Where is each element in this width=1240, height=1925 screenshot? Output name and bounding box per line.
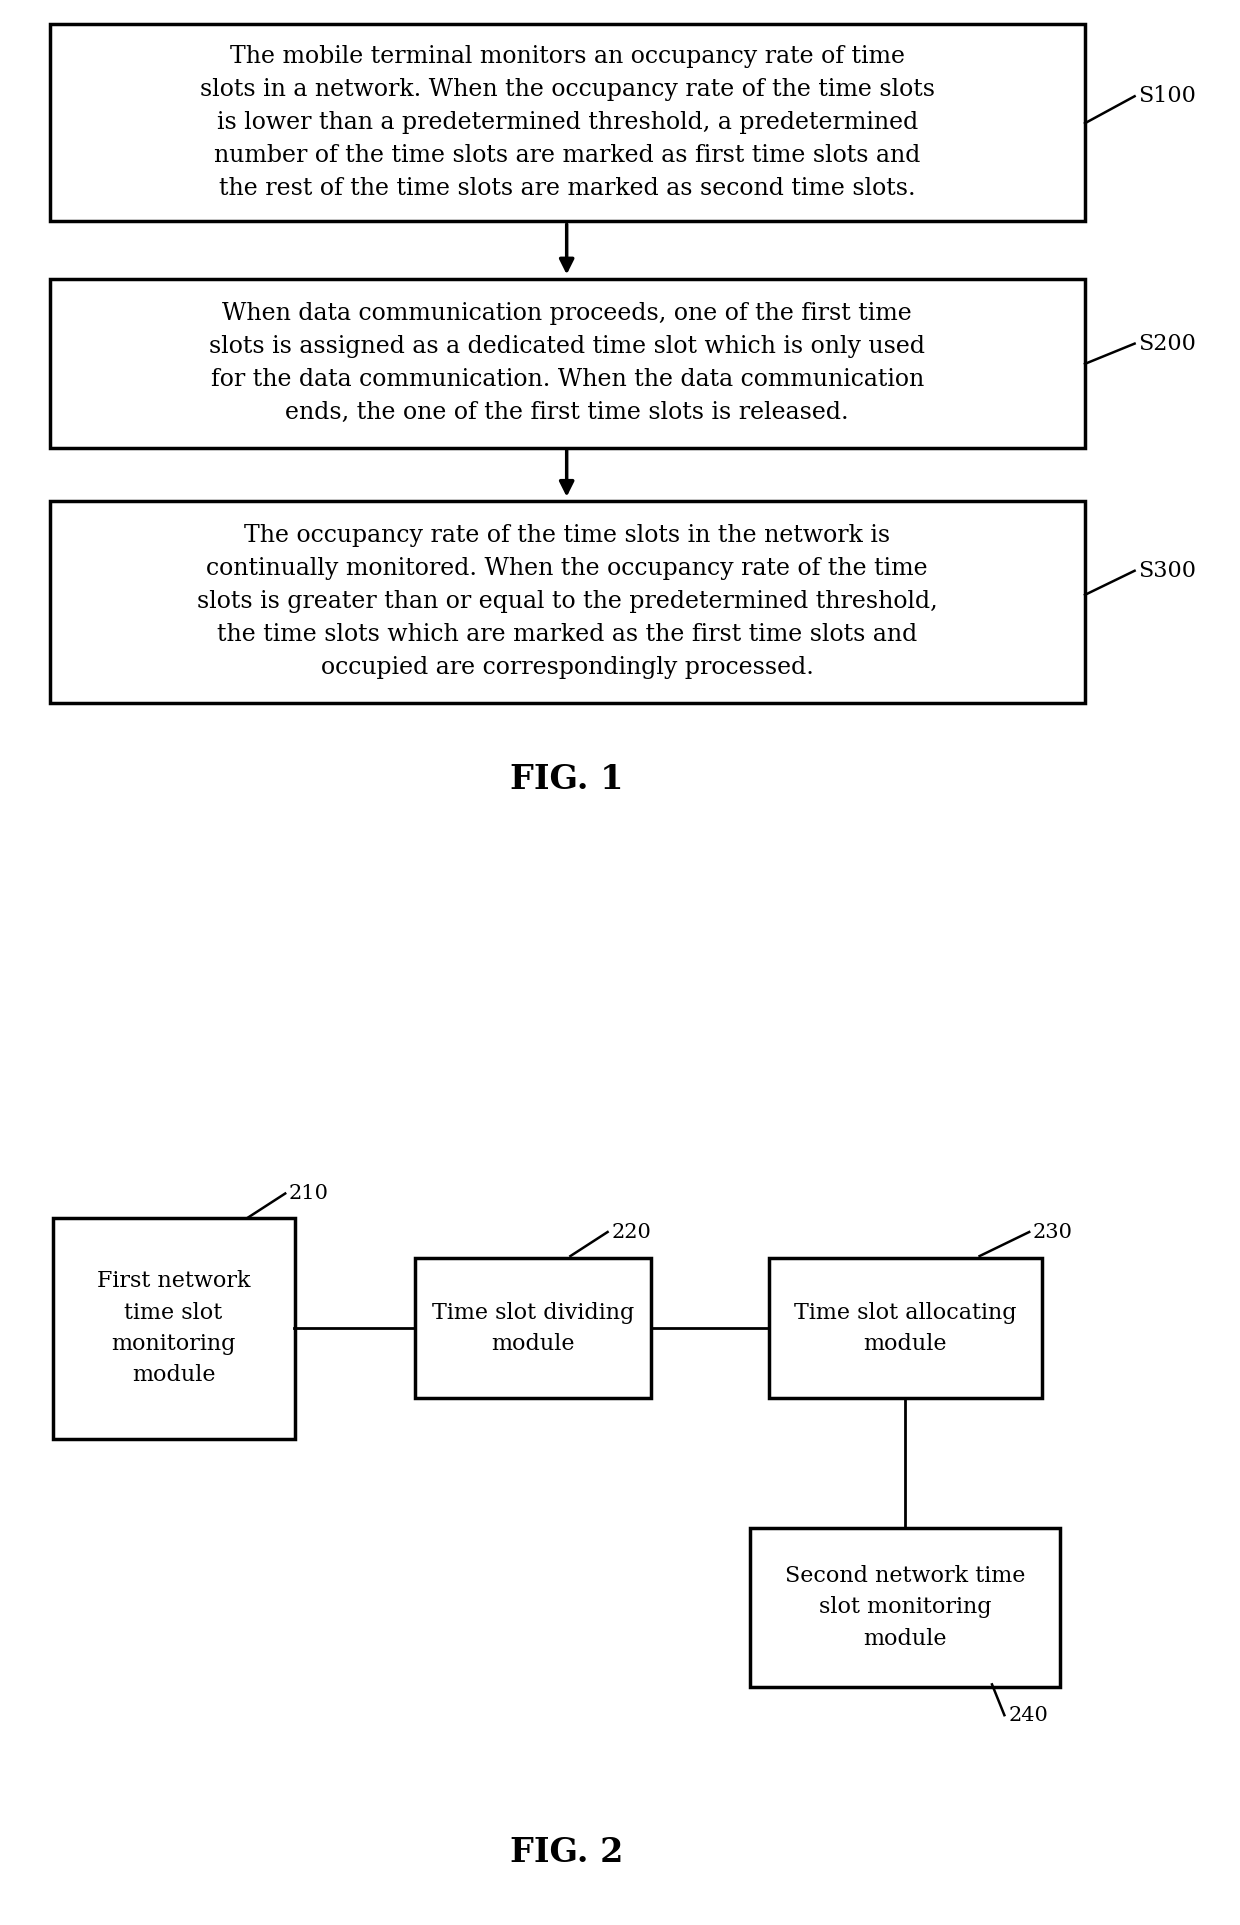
FancyBboxPatch shape: [750, 1528, 1060, 1686]
Text: FIG. 2: FIG. 2: [510, 1836, 624, 1869]
FancyBboxPatch shape: [50, 500, 1085, 703]
Text: The occupancy rate of the time slots in the network is
continually monitored. Wh: The occupancy rate of the time slots in …: [197, 524, 937, 680]
Text: 230: 230: [1033, 1222, 1073, 1242]
FancyBboxPatch shape: [50, 279, 1085, 449]
Text: Time slot dividing
module: Time slot dividing module: [432, 1301, 635, 1355]
Text: Second network time
slot monitoring
module: Second network time slot monitoring modu…: [785, 1565, 1025, 1650]
FancyBboxPatch shape: [53, 1219, 295, 1440]
Text: S300: S300: [1138, 560, 1197, 581]
FancyBboxPatch shape: [415, 1259, 651, 1398]
Text: FIG. 1: FIG. 1: [510, 762, 624, 797]
Text: The mobile terminal monitors an occupancy rate of time
slots in a network. When : The mobile terminal monitors an occupanc…: [200, 46, 935, 200]
Text: First network
time slot
monitoring
module: First network time slot monitoring modul…: [97, 1270, 250, 1386]
Text: S100: S100: [1138, 85, 1197, 108]
FancyBboxPatch shape: [50, 23, 1085, 221]
Text: 210: 210: [289, 1184, 329, 1203]
Text: Time slot allocating
module: Time slot allocating module: [794, 1301, 1017, 1355]
Text: When data communication proceeds, one of the first time
slots is assigned as a d: When data communication proceeds, one of…: [210, 302, 925, 424]
Text: 240: 240: [1008, 1706, 1048, 1725]
Text: S200: S200: [1138, 333, 1197, 354]
Text: 220: 220: [611, 1222, 651, 1242]
FancyBboxPatch shape: [769, 1259, 1042, 1398]
